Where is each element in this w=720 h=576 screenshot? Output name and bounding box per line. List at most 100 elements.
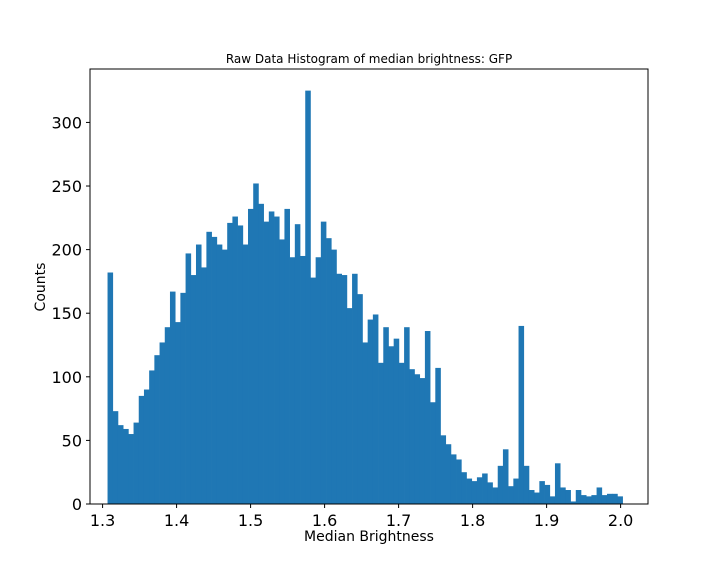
histogram-bar [617,496,623,504]
histogram-bar [596,487,603,504]
histogram-bar [305,90,311,505]
histogram-bar [274,216,280,505]
histogram-bar [258,203,264,504]
histogram-bar [315,257,322,504]
histogram-bar [430,402,436,504]
histogram-bar [242,244,249,504]
histogram-bar [513,478,519,504]
histogram-bar [461,472,467,504]
histogram-bar [201,267,207,504]
histogram-bar [601,495,608,504]
y-tick-label: 300 [51,113,82,132]
histogram-bar [169,291,176,504]
y-tick-label: 0 [72,495,82,514]
histogram-bar [523,465,530,504]
histogram-bar [492,487,499,504]
histogram-bar [138,395,145,504]
histogram-bar [487,482,493,504]
y-tick-label: 200 [51,241,82,260]
histogram-bar [586,496,592,504]
histogram-bar [482,473,488,504]
histogram-bar [206,231,212,504]
histogram-bar [591,495,597,504]
histogram-bar [372,314,379,504]
bars-group [107,90,623,505]
histogram-bar [216,244,223,504]
histogram-bar [253,183,259,504]
histogram-bar [227,222,233,504]
x-axis: 1.3 1.4 1.5 1.6 1.7 1.8 1.9 2.0 [90,504,633,530]
histogram-bar [289,257,296,504]
histogram-bar [310,277,316,504]
histogram-bar [466,478,473,504]
histogram-bar [159,342,166,504]
x-tick-label: 1.9 [534,511,559,530]
x-tick-label: 1.7 [386,511,411,530]
histogram-bar [409,369,415,504]
histogram-bar [435,367,441,504]
y-tick-label: 50 [62,431,82,450]
histogram-bar [549,496,556,504]
histogram-bar [539,481,545,504]
histogram-bar [300,255,306,504]
y-axis-label: Counts [33,263,49,312]
histogram-bar [450,454,457,504]
histogram-bar [128,434,134,504]
y-axis: 0 50 100 150 200 250 300 [51,113,90,514]
histogram-bar [367,319,374,504]
histogram-bar [534,492,540,504]
histogram-bar [606,493,613,504]
x-tick-label: 1.8 [460,511,485,530]
y-tick-label: 250 [51,177,82,196]
histogram-bar [195,244,202,504]
histogram-bar [419,378,426,504]
histogram-bar [326,238,332,505]
histogram-bar [398,362,405,504]
histogram-bar [575,490,582,504]
histogram-bar [544,484,551,504]
histogram-bar [211,236,218,504]
histogram-bar [112,411,119,504]
histogram-bar [336,273,342,504]
histogram-bar [565,490,571,504]
x-tick-label: 1.6 [312,511,337,530]
histogram-bar [580,495,587,504]
histogram-bar [554,463,561,504]
histogram-bar [445,444,452,504]
histogram-bar [180,292,186,504]
histogram-bar [268,211,275,504]
histogram-bar [502,449,509,504]
histogram-bar [612,493,618,504]
histogram-bar [149,370,155,504]
histogram-bar [222,249,228,504]
histogram-bar [508,486,514,504]
histogram-bar [320,221,327,504]
histogram-bar [388,346,395,504]
x-tick-label: 1.4 [164,511,189,530]
histogram-bar [414,374,421,504]
x-tick-label: 2.0 [608,511,633,530]
histogram-bar [175,322,181,504]
x-tick-label: 1.5 [238,511,263,530]
histogram-bar [284,208,290,504]
histogram-bar [497,465,504,504]
plot-frame [89,68,649,505]
histogram-bar [107,272,114,504]
histogram-bar [263,221,270,504]
histogram-bar [331,249,337,504]
histogram-bar [476,477,483,504]
histogram-bar [471,481,478,504]
histogram-bar [378,362,384,504]
histogram-bar [456,459,462,504]
histogram-bar [164,327,171,504]
histogram-bar [185,253,192,504]
histogram-bar [362,342,369,504]
histogram-bar [143,389,150,504]
histogram-bar [237,225,244,504]
histogram-bar [528,490,535,504]
chart-title: Raw Data Histogram of median brightness:… [226,52,512,66]
histogram-bar [133,422,140,504]
x-axis-label: Median Brightness [304,529,434,545]
